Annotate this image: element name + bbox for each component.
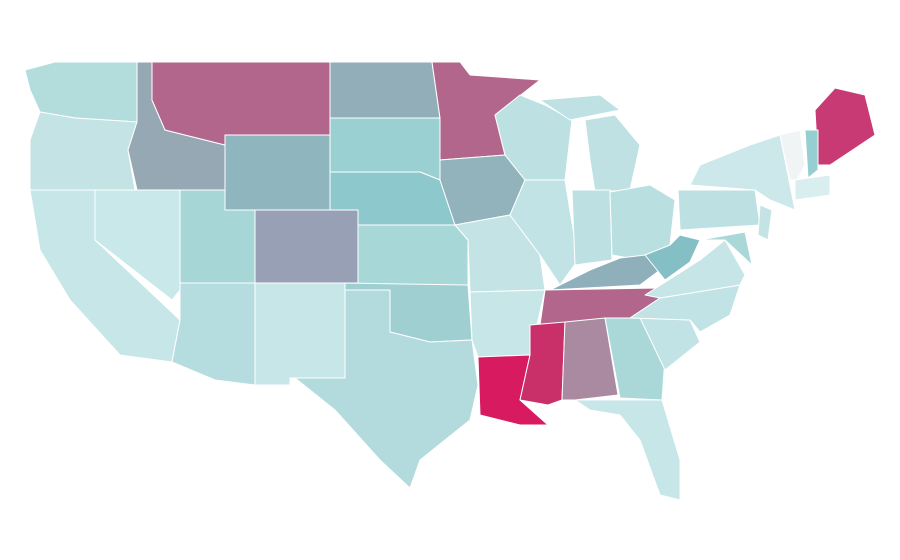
state [794,174,831,201]
state [574,399,681,501]
state [224,134,331,211]
state [254,282,346,386]
state [779,129,806,181]
state [171,282,256,386]
state [571,189,613,266]
state [757,204,773,241]
state [699,231,753,266]
state [804,129,819,179]
state [294,289,479,489]
state [677,189,761,231]
state [29,111,138,191]
state [689,134,796,211]
state [254,209,359,284]
state [357,224,469,286]
state [814,87,876,166]
state [494,94,573,181]
state [329,117,441,181]
state [329,61,441,119]
state [151,61,331,146]
state [644,239,746,299]
state [561,317,619,401]
